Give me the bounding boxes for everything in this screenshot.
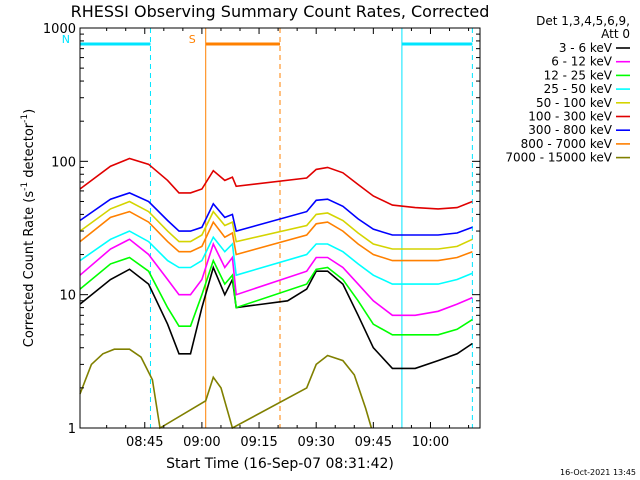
series-layer bbox=[79, 157, 473, 430]
series-line bbox=[79, 238, 473, 317]
legend-header-line2: Att 0 bbox=[601, 27, 630, 41]
x-tick-label: 08:45 bbox=[126, 435, 163, 450]
legend-label: 3 - 6 keV bbox=[559, 41, 613, 55]
legend-label: 800 - 7000 keV bbox=[521, 137, 613, 151]
x-tick-label: 09:45 bbox=[355, 435, 392, 450]
x-tick-label: 09:30 bbox=[297, 435, 334, 450]
series-line bbox=[79, 210, 473, 262]
x-tick-label: 09:15 bbox=[240, 435, 277, 450]
legend-label: 25 - 50 keV bbox=[544, 82, 613, 96]
x-axis-label: Start Time (16-Sep-07 08:31:42) bbox=[166, 456, 394, 472]
series-line bbox=[79, 256, 473, 336]
legend-header-line1: Det 1,3,4,5,6,9, bbox=[536, 14, 630, 28]
series-line bbox=[79, 265, 473, 370]
legend-label: 7000 - 15000 keV bbox=[505, 151, 612, 165]
x-tick-label: 09:00 bbox=[183, 435, 220, 450]
legend-label: 100 - 300 keV bbox=[528, 110, 612, 124]
x-ticks: 08:45 09:00 09:15 09:30 09:45 10:00 bbox=[106, 28, 470, 450]
y-ticks: 1 10 100 1000 bbox=[43, 22, 480, 437]
plot-frame bbox=[79, 27, 481, 429]
marker-label: N bbox=[62, 33, 70, 46]
timestamp: 16-Oct-2021 13:45 bbox=[560, 468, 636, 477]
legend-label: 50 - 100 keV bbox=[536, 96, 613, 110]
y-axis-label: Corrected Count Rate (s-1 detector-1) bbox=[20, 109, 37, 347]
y-tick-label: 100 bbox=[51, 155, 76, 170]
marker-label: S bbox=[189, 33, 196, 46]
series-line bbox=[79, 192, 473, 236]
y-tick-label: 10 bbox=[59, 289, 76, 304]
x-tick-label: 10:00 bbox=[412, 435, 449, 450]
y-tick-label: 1 bbox=[68, 422, 76, 437]
series-line bbox=[79, 348, 373, 430]
legend-label: 6 - 12 keV bbox=[551, 55, 613, 69]
legend-label: 12 - 25 keV bbox=[544, 68, 613, 82]
y-tick-label: 1000 bbox=[43, 22, 76, 37]
series-line bbox=[79, 157, 473, 210]
series-line bbox=[79, 230, 473, 285]
chart-title: RHESSI Observing Summary Count Rates, Co… bbox=[71, 2, 490, 21]
series-line bbox=[79, 200, 473, 250]
legend-label: 300 - 800 keV bbox=[528, 123, 612, 137]
